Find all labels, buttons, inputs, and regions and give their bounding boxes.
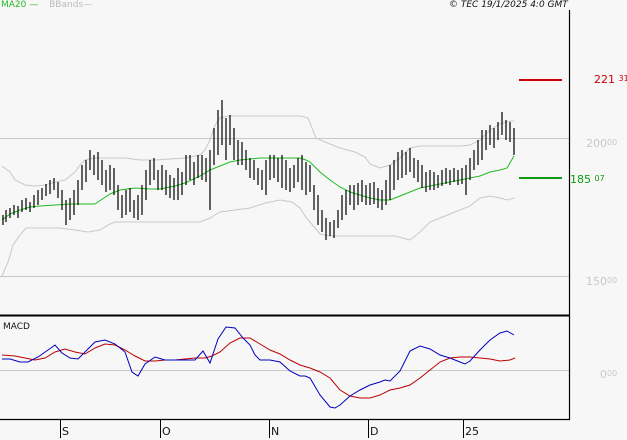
ma20-line [1, 155, 515, 221]
y-label-200: 20000 [586, 137, 618, 150]
bband-upper [1, 115, 514, 187]
x-label-oct: O [162, 425, 171, 438]
x-label-dec: D [370, 425, 379, 438]
x-label-sep: S [62, 425, 69, 438]
chart-legend: MA20 — BBands— [1, 0, 92, 11]
macd-y-label-0: 000 [600, 368, 618, 381]
x-label-2025: 25 [465, 425, 479, 438]
macd-signal-line [1, 337, 516, 399]
x-axis-ticks [60, 420, 464, 438]
legend-bbands: BBands— [49, 0, 93, 10]
macd-line [2, 326, 515, 409]
x-label-nov: N [271, 425, 280, 438]
support-label: 185 07 [570, 173, 605, 186]
copyright-timestamp: © TEC 19/1/2025 4:0 GMT [449, 0, 568, 10]
macd-title: MACD [3, 322, 30, 332]
bband-lower [1, 195, 515, 277]
resistance-label: 221 31 [594, 73, 627, 86]
ohlc-bars [2, 100, 515, 240]
legend-ma20: MA20 — [1, 0, 39, 10]
y-label-150: 15000 [586, 275, 618, 288]
